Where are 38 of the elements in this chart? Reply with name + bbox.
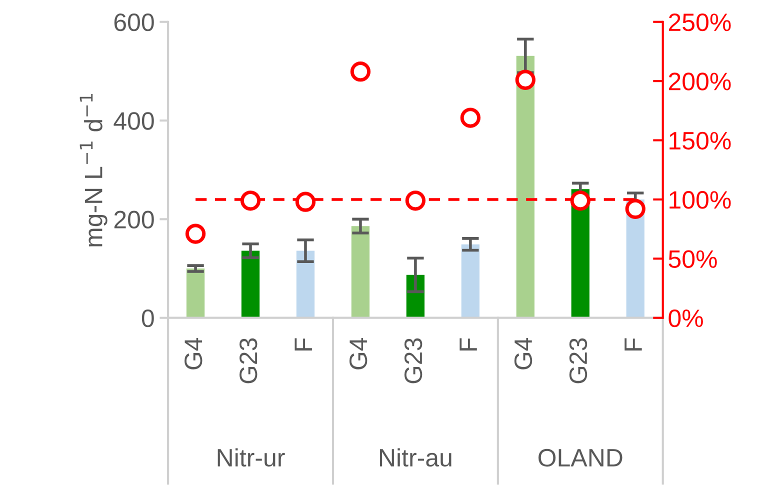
y2-tick-label: 100% [670, 191, 731, 209]
y2-tick-label: 0% [668, 309, 703, 328]
point [185, 224, 206, 244]
y2-tick-label: 250% [668, 13, 731, 32]
y-tick-label: 0 [142, 309, 154, 328]
text: OLAND [538, 448, 622, 467]
bar [296, 250, 315, 318]
point [625, 198, 646, 219]
bar [351, 226, 370, 318]
x-tick-label: G23 [404, 338, 422, 384]
x-tick-label: G4 [514, 338, 532, 370]
text: Nitr-au [380, 448, 452, 467]
point [350, 62, 371, 82]
bar [241, 250, 260, 318]
point [515, 70, 536, 90]
x-tick-label: G4 [184, 338, 202, 370]
point [570, 190, 590, 211]
y2-tick-label: 150% [670, 132, 731, 150]
bar [186, 268, 205, 318]
x-tick-label: F [460, 338, 477, 351]
x-tick-label: F [624, 338, 642, 351]
x-tick-label: F [294, 338, 312, 351]
point [240, 190, 261, 211]
y-tick-label: 200 [114, 210, 154, 228]
x-tick-label: G4 [349, 338, 368, 370]
bar [461, 244, 480, 318]
point [405, 190, 426, 211]
point [460, 108, 480, 128]
bar [516, 56, 534, 318]
x-tick-label: G23 [240, 338, 258, 384]
text: Nitr-ur [218, 448, 285, 467]
y-axis-title: mg-N L$^{−1}$ d$^{−1}$ [80, 94, 108, 246]
y2-tick-label: 50% [668, 250, 717, 268]
point [295, 192, 316, 212]
y2-tick-label: 200% [668, 72, 731, 90]
y-tick-label: 400 [114, 112, 154, 130]
y-tick-label: 600 [114, 13, 154, 32]
x-tick-label: G23 [569, 338, 588, 384]
